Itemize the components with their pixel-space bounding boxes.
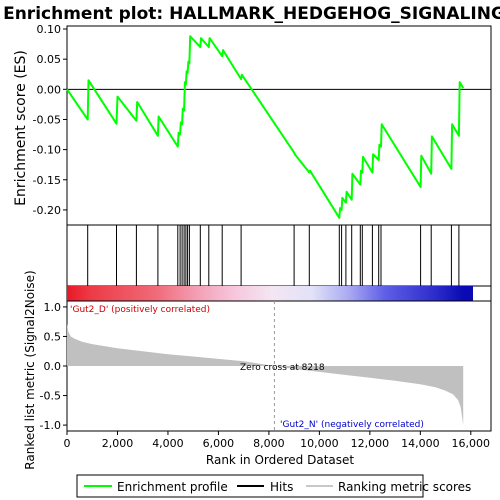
legend-ranking-label: Ranking metric scores [338,480,471,494]
positive-correlation-label: 'Gut2_D' (positively correlated) [70,305,210,315]
x-tick-label: 14,000 [401,437,440,450]
x-axis-title: Rank in Ordered Dataset [206,453,354,467]
es-y-tick-label: 0.10 [37,23,62,36]
metric-y-tick-label: 0.0 [44,360,62,373]
metric-y-axis: 1.0 0.5 0.0 -0.5 -1.0 [40,301,67,432]
es-y-tick-label: 0.05 [37,53,62,66]
x-tick-label: 10,000 [300,437,339,450]
es-y-axis: 0.10 0.05 0.00 -0.05 -0.10 -0.15 -0.20 [33,23,67,217]
es-y-tick-label: -0.20 [33,204,61,217]
legend-hits-label: Hits [270,480,293,494]
legend: Enrichment profile Hits Ranking metric s… [76,474,471,498]
ranking-heatmap-bar [67,286,473,301]
es-y-tick-label: -0.15 [33,174,61,187]
x-tick-label: 16,000 [452,437,491,450]
es-line-layer [66,35,491,219]
x-tick-label: 8,000 [253,437,285,450]
chart-title: Enrichment plot: HALLMARK_HEDGEHOG_SIGNA… [3,4,500,24]
metric-x-axis: 0 2,000 4,000 6,000 8,000 10,000 12,000 14,000 1… [64,431,491,450]
x-tick-label: 4,000 [152,437,184,450]
metric-y-tick-label: 0.5 [44,330,62,343]
metric-area-layer [67,301,464,431]
x-tick-label: 2,000 [102,437,134,450]
x-tick-label: 6,000 [203,437,235,450]
es-y-tick-label: -0.10 [33,144,61,157]
x-tick-label: 0 [64,437,71,450]
metric-y-tick-label: -1.0 [40,419,61,432]
metric-axis-title: Ranked list metric (Signal2Noise) [23,270,37,469]
legend-enrichment-label: Enrichment profile [117,480,228,494]
ranked-metric-area [67,323,464,426]
metric-y-tick-label: -0.5 [40,390,61,403]
es-y-tick-label: -0.05 [33,113,61,126]
enrichment-profile-line [66,35,465,219]
x-tick-label: 12,000 [351,437,390,450]
zero-cross-label: Zero cross at 8218 [240,363,325,373]
hits-layer [87,225,460,286]
es-axis-title: Enrichment score (ES) [13,50,29,206]
negative-correlation-label: 'Gut2_N' (negatively correlated) [280,420,424,430]
metric-y-tick-label: 1.0 [44,301,62,314]
es-y-tick-label: 0.00 [37,83,62,96]
